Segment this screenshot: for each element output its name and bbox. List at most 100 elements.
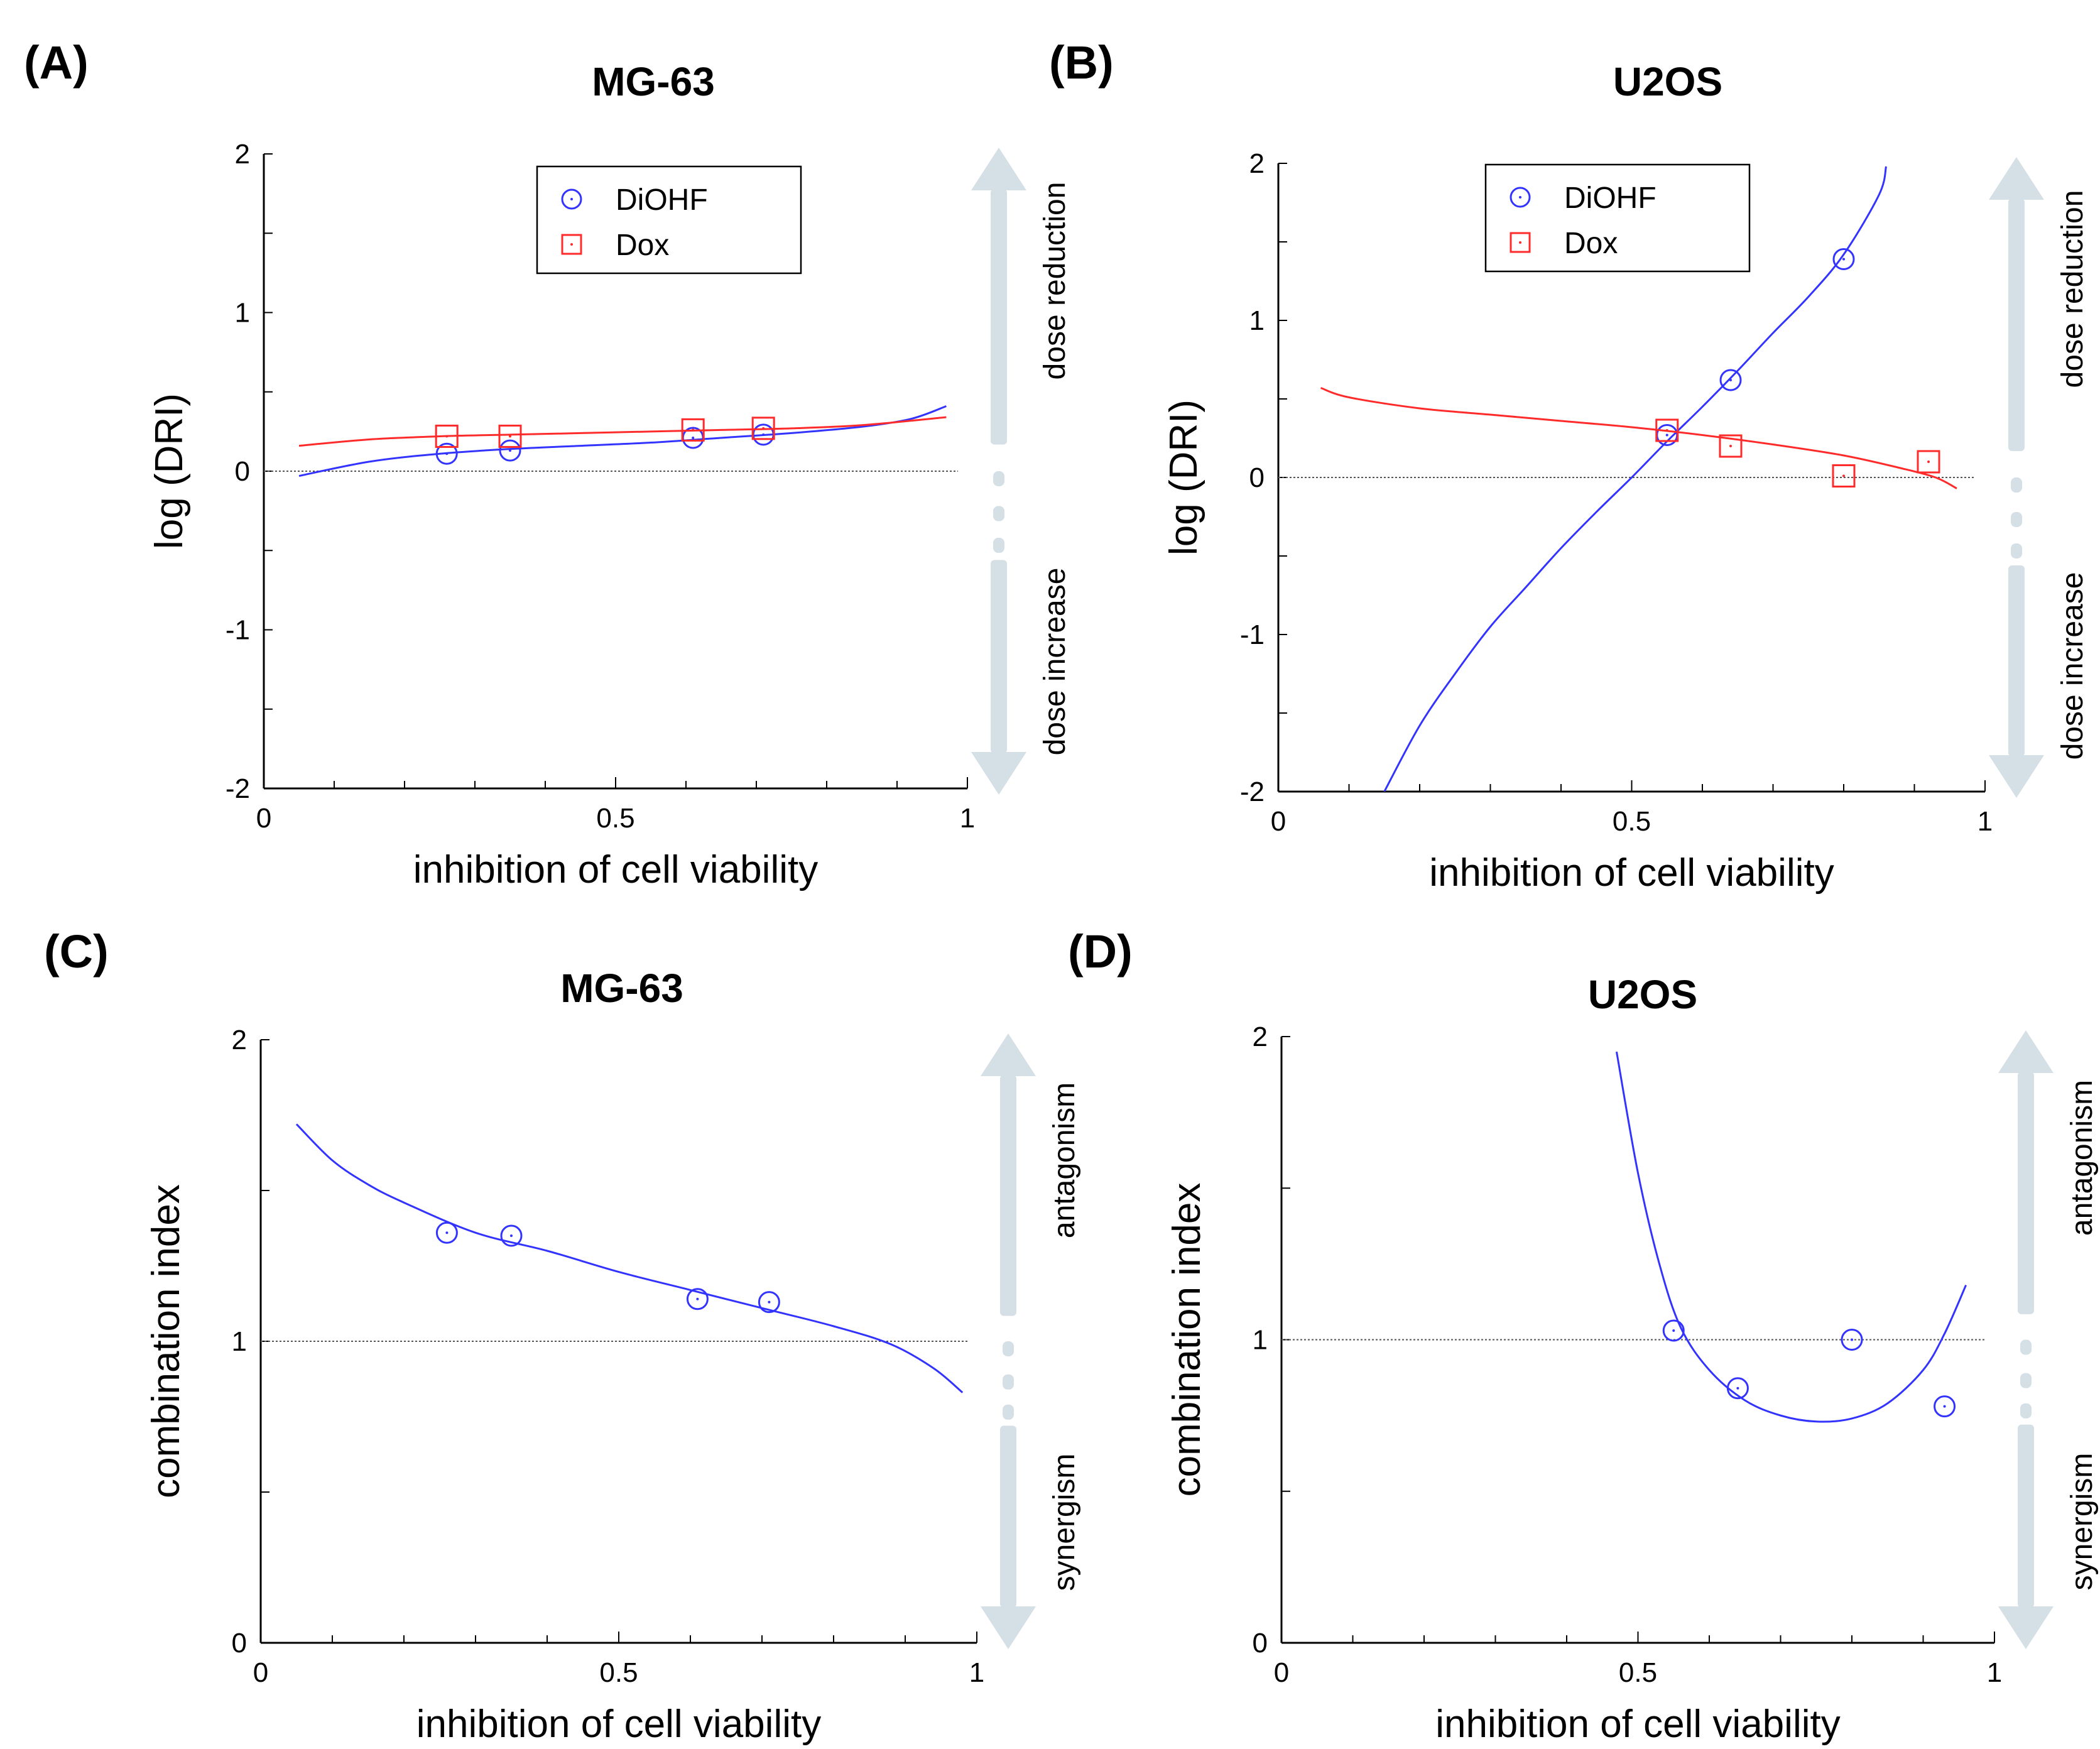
y-tick-label: -2 xyxy=(1240,776,1265,807)
arrow-dash xyxy=(1003,1404,1014,1420)
data-point-dox xyxy=(1832,464,1856,488)
legend-box xyxy=(536,165,802,275)
data-point-center xyxy=(692,436,695,439)
x-axis-label: inhibition of cell viability xyxy=(416,1703,821,1746)
data-point-diohf xyxy=(1719,369,1742,391)
x-tick-label: 0 xyxy=(1271,806,1286,837)
y-axis-label: log (DRI) xyxy=(1162,400,1205,555)
y-axis-label: combination index xyxy=(144,1184,188,1498)
arrow-head-up xyxy=(971,148,1026,190)
panels: (A) MG-63 dose reduction dose increase 0 0.5 1… xyxy=(24,36,2099,1746)
data-point-dox xyxy=(1719,434,1743,458)
legend-label: Dox xyxy=(1564,227,1618,260)
side-label-lower: dose increase xyxy=(2056,572,2089,760)
arrow-head-down xyxy=(971,752,1026,795)
data-point-diohf xyxy=(499,439,521,462)
data-point-center xyxy=(509,435,511,438)
data-point-center xyxy=(1943,1405,1946,1408)
arrow-dash xyxy=(2011,512,2022,527)
data-point-center xyxy=(1842,474,1845,477)
x-axis-label: inhibition of cell viability xyxy=(413,848,818,891)
y-tick-label: 0 xyxy=(1253,1628,1268,1659)
series-dox xyxy=(298,416,947,448)
panel-c: (C) MG-63 antagonism synergism 0 0.5 1 0 1 2 inhib… xyxy=(44,925,1081,1746)
direction-arrow xyxy=(1989,157,2044,798)
data-point-dox xyxy=(435,424,459,448)
x-tick-label: 0 xyxy=(256,803,271,834)
y-tick-label: 1 xyxy=(232,1326,247,1357)
panel-d: (D) U2OS antagonism synergism 0 0.5 1 0 1 2 inhibi… xyxy=(1068,925,2099,1746)
x-tick-label: 0.5 xyxy=(1613,806,1651,837)
arrow-shaft-upper xyxy=(991,189,1007,445)
panel-letter: (C) xyxy=(44,925,109,978)
data-point-center xyxy=(768,1300,771,1304)
series-dox xyxy=(1320,387,1957,489)
arrow-dash xyxy=(2011,543,2022,558)
arrow-shaft-lower xyxy=(2018,1424,2034,1608)
fit-curve-dox xyxy=(298,416,947,447)
side-label-upper: dose reduction xyxy=(1038,182,1072,380)
arrow-head-up xyxy=(981,1033,1036,1076)
data-point-center xyxy=(1842,258,1845,261)
data-point-ci xyxy=(1934,1395,1956,1418)
fit-curve-ci xyxy=(295,1123,964,1393)
x-tick-label: 1 xyxy=(1978,806,1993,837)
x-tick-label: 0.5 xyxy=(599,1657,638,1688)
arrow-shaft-lower xyxy=(2008,565,2025,756)
data-point-center xyxy=(1672,1329,1675,1332)
side-label-lower: dose increase xyxy=(1038,568,1072,756)
y-tick-label: 2 xyxy=(232,1025,247,1055)
y-tick-label: 0 xyxy=(232,1628,247,1659)
data-point-ci xyxy=(686,1288,709,1310)
data-point-center xyxy=(1736,1387,1739,1390)
data-point-ci xyxy=(1726,1377,1749,1400)
x-tick-label: 0 xyxy=(1274,1657,1289,1688)
arrow-dash xyxy=(2020,1339,2032,1355)
direction-arrow xyxy=(971,148,1026,795)
side-label-upper: antagonism xyxy=(2065,1080,2099,1236)
legend-marker-center xyxy=(1519,241,1521,244)
legend-marker-center xyxy=(1519,196,1521,199)
panel-title: U2OS xyxy=(1588,972,1697,1017)
data-point-diohf xyxy=(435,442,458,465)
data-point-center xyxy=(1851,1338,1853,1341)
arrow-dash xyxy=(2020,1403,2032,1419)
fit-curve-diohf xyxy=(298,405,947,477)
data-point-center xyxy=(762,427,765,430)
panel-b: (B) U2OS dose reduction dose increase 0 0.5 1 -… xyxy=(1049,36,2089,895)
legend-marker-circle xyxy=(1510,187,1531,208)
arrow-dash xyxy=(993,538,1004,553)
legend: DiOHF Dox xyxy=(1484,163,1751,273)
data-point-center xyxy=(510,1234,513,1237)
data-point-dox xyxy=(681,418,705,442)
legend-marker-center xyxy=(570,198,573,200)
data-point-dox xyxy=(1917,450,1940,474)
panel-a: (A) MG-63 dose reduction dose increase 0 0.5 1… xyxy=(24,36,1072,891)
fit-curve-ci xyxy=(1615,1051,1967,1423)
arrow-dash xyxy=(1003,1341,1014,1356)
direction-arrow xyxy=(1998,1030,2054,1649)
arrow-shaft-upper xyxy=(2008,199,2025,451)
data-point-diohf xyxy=(1832,248,1855,270)
x-tick-label: 1 xyxy=(960,803,975,834)
y-axis-label: combination index xyxy=(1165,1183,1209,1497)
arrow-dash xyxy=(993,506,1004,521)
y-tick-label: 1 xyxy=(1249,305,1265,336)
data-point-ci xyxy=(1662,1319,1685,1342)
x-tick-label: 0 xyxy=(253,1657,268,1688)
panel-title: MG-63 xyxy=(592,59,715,104)
y-tick-label: -2 xyxy=(226,773,250,804)
y-tick-label: 1 xyxy=(1253,1325,1268,1356)
data-point-center xyxy=(445,435,449,438)
data-point-ci xyxy=(1841,1329,1863,1351)
arrow-shaft-upper xyxy=(1000,1075,1016,1316)
y-tick-label: 2 xyxy=(235,139,250,170)
data-point-ci xyxy=(758,1291,780,1314)
arrow-shaft-lower xyxy=(1000,1425,1016,1608)
legend-label: Dox xyxy=(616,229,669,262)
data-point-center xyxy=(1665,433,1668,437)
arrow-shaft-lower xyxy=(991,560,1007,753)
arrow-head-up xyxy=(1998,1030,2054,1073)
fit-curve-dox xyxy=(1320,387,1957,489)
data-point-center xyxy=(445,1231,449,1234)
